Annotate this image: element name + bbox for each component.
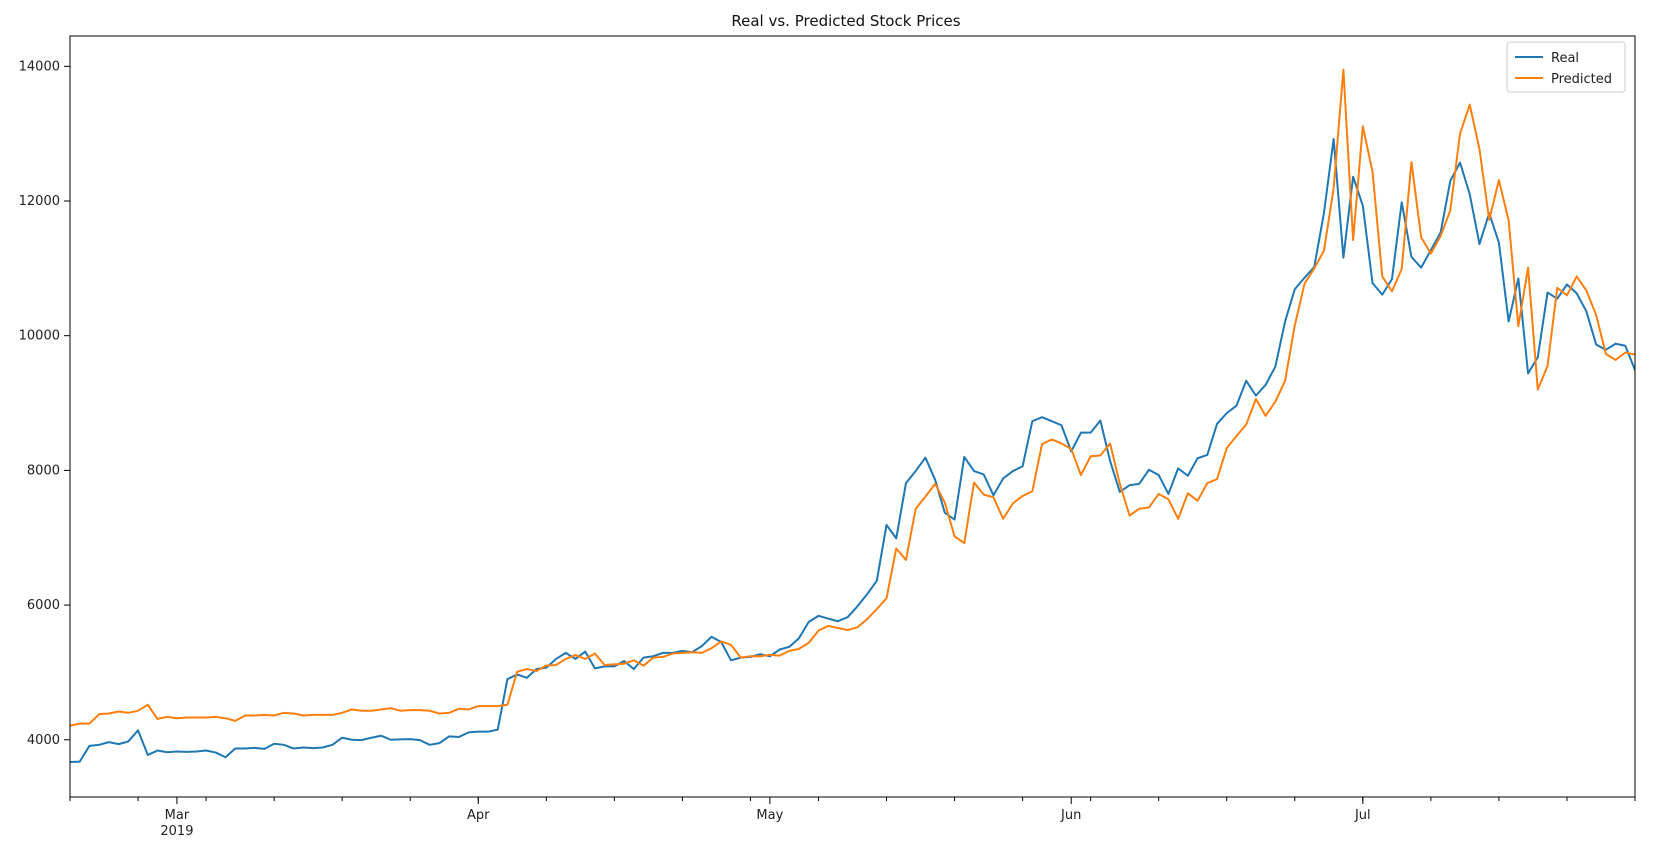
x-tick-label: Jun <box>1060 808 1081 823</box>
y-tick-label: 14000 <box>19 59 60 74</box>
plot-frame <box>69 35 1636 798</box>
series-line-predicted <box>70 68 1635 727</box>
x-tick-label: Mar <box>165 808 190 823</box>
y-tick-label: 12000 <box>19 194 60 209</box>
legend-label-predicted: Predicted <box>1551 72 1612 87</box>
y-tick-label: 6000 <box>27 598 60 613</box>
series-layer <box>70 68 1635 763</box>
y-tick-label: 10000 <box>19 329 60 344</box>
series-line-real <box>70 138 1635 763</box>
legend: Real Predicted <box>1506 41 1626 93</box>
x-tick-sublabel: 2019 <box>160 824 193 839</box>
x-tick-label: Apr <box>467 808 490 823</box>
y-axis: 4000 6000 8000 10000 12000 14000 <box>19 59 70 748</box>
chart-title: Real vs. Predicted Stock Prices <box>731 12 960 30</box>
y-tick-label: 8000 <box>27 463 60 478</box>
x-tick-label: Jul <box>1354 808 1371 823</box>
y-tick-label: 4000 <box>27 733 60 748</box>
x-tick-label: May <box>756 808 783 823</box>
legend-label-real: Real <box>1551 51 1579 66</box>
legend-box <box>1506 41 1626 93</box>
